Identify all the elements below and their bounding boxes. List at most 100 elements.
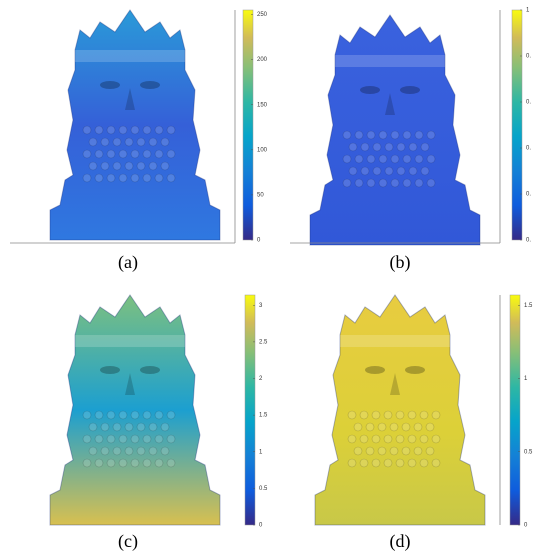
beard-curl (408, 411, 416, 419)
beard-curl (384, 411, 392, 419)
beard-curl (95, 411, 103, 419)
beard-curl (143, 411, 151, 419)
crown-band (340, 335, 450, 347)
beard-curl (167, 174, 175, 182)
beard-curl (420, 411, 428, 419)
beard-curl (89, 162, 97, 170)
colorbar-tick-label: 50 (257, 192, 264, 198)
beard-curl (408, 435, 416, 443)
crown-band (75, 335, 185, 347)
panel-caption: (c) (118, 531, 138, 552)
beard-curl (349, 143, 357, 151)
eye (140, 366, 160, 374)
beard-curl (155, 435, 163, 443)
beard-curl (396, 435, 404, 443)
beard-curl (372, 435, 380, 443)
beard-curl (372, 459, 380, 467)
beard-curl (89, 423, 97, 431)
colorbar-tick-label: 150 (257, 102, 268, 108)
beard-curl (391, 155, 399, 163)
colorbar-tick-label: 0. (526, 146, 531, 152)
beard-curl (113, 138, 121, 146)
beard-curl (119, 459, 127, 467)
colorbar-tick-label: 0 (259, 523, 263, 529)
beard-curl (167, 411, 175, 419)
beard-curl (360, 411, 368, 419)
beard-curl (421, 143, 429, 151)
beard-curl (396, 459, 404, 467)
beard-curl (367, 155, 375, 163)
beard-curl (360, 435, 368, 443)
beard-curl (107, 126, 115, 134)
beard-curl (403, 179, 411, 187)
colorbar-tick-label: 2 (259, 376, 263, 382)
eye (360, 86, 380, 94)
panel-caption: (b) (390, 252, 411, 273)
beard-curl (107, 174, 115, 182)
beard-curl (155, 150, 163, 158)
eye (100, 366, 120, 374)
beard-curl (125, 423, 133, 431)
beard-curl (378, 423, 386, 431)
beard-curl (143, 126, 151, 134)
beard-curl (131, 174, 139, 182)
beard-curl (403, 131, 411, 139)
bust-image (315, 295, 485, 525)
beard-curl (390, 447, 398, 455)
beard-curl (101, 447, 109, 455)
colorbar (243, 10, 253, 240)
beard-curl (143, 435, 151, 443)
beard-curl (409, 167, 417, 175)
beard-curl (354, 447, 362, 455)
beard-curl (125, 138, 133, 146)
colorbar-tick-label: 0. (526, 100, 531, 106)
colorbar (510, 295, 520, 525)
colorbar-tick-label: 0. (526, 192, 531, 198)
beard-curl (427, 155, 435, 163)
beard-curl (414, 447, 422, 455)
beard-curl (379, 131, 387, 139)
beard-curl (415, 131, 423, 139)
colorbar-tick-label: 0 (524, 523, 528, 529)
colorbar-tick-label: 1.5 (259, 413, 268, 419)
beard-curl (367, 179, 375, 187)
beard-curl (391, 179, 399, 187)
beard-curl (390, 423, 398, 431)
colorbar-tick-label: 1 (524, 376, 528, 382)
figure: 050100150200250(a)0.0.0.0.0.1(b)00.511.5… (0, 0, 534, 552)
beard-curl (149, 423, 157, 431)
crown-band (75, 50, 185, 62)
beard-curl (432, 459, 440, 467)
beard-curl (366, 447, 374, 455)
colorbar-tick-label: 250 (257, 12, 268, 18)
beard-curl (355, 131, 363, 139)
colorbar-tick-label: 2.5 (259, 339, 268, 345)
colorbar-tick-label: 0.5 (259, 486, 268, 492)
beard-curl (101, 423, 109, 431)
colorbar-tick-label: 0. (526, 238, 531, 244)
beard-curl (95, 126, 103, 134)
beard-curl (355, 179, 363, 187)
panel (50, 10, 220, 240)
panel (50, 295, 220, 525)
beard-curl (343, 155, 351, 163)
beard-curl (107, 411, 115, 419)
panel (310, 15, 480, 245)
beard-curl (420, 459, 428, 467)
beard-curl (101, 162, 109, 170)
beard-curl (385, 167, 393, 175)
beard-curl (137, 138, 145, 146)
beard-curl (420, 435, 428, 443)
beard-curl (161, 162, 169, 170)
beard-curl (385, 143, 393, 151)
beard-curl (384, 459, 392, 467)
beard-curl (355, 155, 363, 163)
beard-curl (421, 167, 429, 175)
beard-curl (83, 126, 91, 134)
beard-curl (83, 150, 91, 158)
beard-curl (354, 423, 362, 431)
beard-curl (167, 150, 175, 158)
beard-curl (161, 138, 169, 146)
colorbar-tick-label: 0.5 (524, 449, 533, 455)
beard-curl (155, 459, 163, 467)
